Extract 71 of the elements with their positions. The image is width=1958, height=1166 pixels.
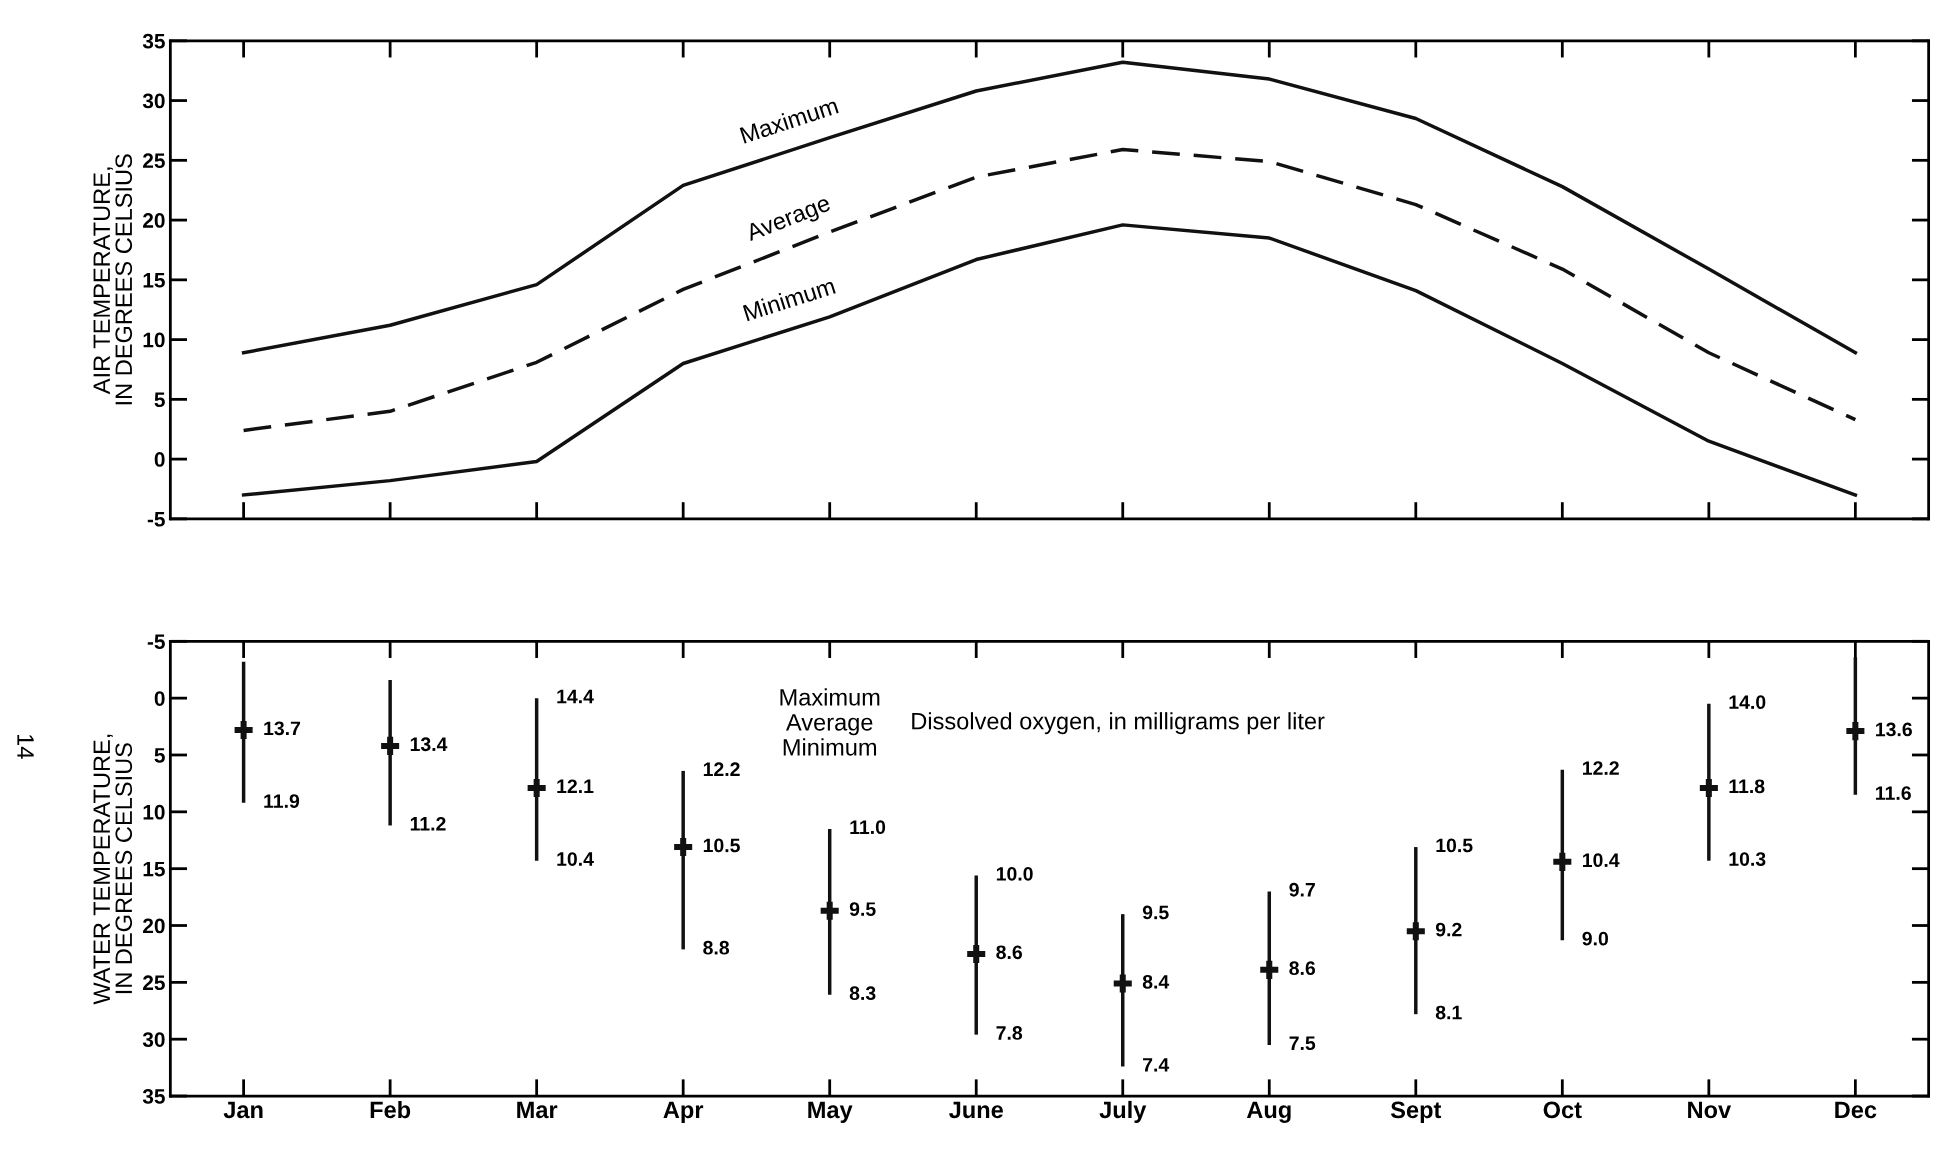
- annotation: 7.5: [1289, 1036, 1316, 1051]
- annotation: 10.0: [996, 866, 1033, 881]
- y-tick-label: 25: [143, 153, 165, 169]
- annotation: 10.3: [1729, 852, 1766, 866]
- annotation: 8.8: [703, 940, 730, 955]
- annotation: 14.4: [557, 689, 594, 704]
- y-tick-label: 15: [143, 273, 165, 288]
- annotation: 10.5: [1436, 838, 1473, 853]
- y-tick-label: -5: [147, 634, 165, 650]
- annotation: Average: [785, 714, 873, 736]
- y-tick-label: 15: [143, 861, 165, 877]
- y-tick-label: 0: [154, 452, 165, 467]
- annotation: 9.0: [1582, 931, 1608, 946]
- annotation: 13.6: [1876, 722, 1912, 737]
- x-tick-label: Sept: [1390, 1101, 1442, 1123]
- annotation: 7.4: [1143, 1058, 1170, 1072]
- annotation: 12.2: [703, 762, 740, 776]
- annotation: 8.6: [996, 945, 1022, 960]
- annotation: 8.3: [849, 986, 876, 1001]
- annotation: 11.8: [1729, 779, 1765, 794]
- x-tick-label: Mar: [517, 1101, 558, 1119]
- annotation: Maximum: [780, 688, 880, 706]
- annotation: 12.2: [1582, 761, 1619, 775]
- annotation: 8.6: [1289, 961, 1316, 976]
- annotation: 10.4: [557, 852, 594, 866]
- annotation: 10.4: [1582, 853, 1620, 868]
- x-tick-label: Aug: [1246, 1101, 1291, 1123]
- y-tick-label: 35: [142, 1089, 165, 1104]
- annotation: 14.0: [1729, 695, 1766, 710]
- annotation: 12.1: [557, 779, 594, 793]
- annotation: 7.8: [996, 1026, 1023, 1040]
- x-tick-label: Dec: [1835, 1101, 1877, 1119]
- y-tick-label: -5: [147, 512, 165, 527]
- text: 14: [17, 734, 34, 759]
- y-tick-label: 5: [154, 748, 165, 763]
- y-axis-title: AIR TEMPERATURE, IN DEGREES CELSIUS: [93, 154, 133, 405]
- y-tick-label: 20: [143, 213, 165, 228]
- x-tick-label: Feb: [370, 1100, 411, 1119]
- annotation: 11.9: [264, 794, 300, 808]
- y-tick-label: 10: [143, 332, 165, 348]
- text: Minimum: [742, 276, 836, 322]
- y-tick-label: 30: [142, 93, 165, 109]
- x-tick-label: Nov: [1688, 1101, 1732, 1119]
- annotation: Minimum: [783, 738, 877, 756]
- annotation: 9.7: [1289, 882, 1315, 897]
- annotation: 11.6: [1876, 786, 1911, 800]
- y-tick-label: 25: [143, 975, 165, 991]
- annotation: 11.2: [410, 816, 446, 831]
- x-tick-label: July: [1099, 1100, 1147, 1123]
- annotation: 13.7: [264, 721, 301, 736]
- annotation: 9.2: [1435, 922, 1462, 937]
- y-tick-label: 35: [142, 33, 165, 49]
- x-tick-label: Oct: [1543, 1101, 1582, 1119]
- x-tick-label: Apr: [663, 1101, 704, 1123]
- annotation: 9.5: [1142, 905, 1169, 920]
- x-tick-label: Jan: [223, 1101, 263, 1119]
- y-tick-label: 10: [143, 804, 165, 820]
- y-tick-label: 0: [154, 691, 165, 706]
- annotation: 8.1: [1435, 1005, 1462, 1020]
- annotation: 8.4: [1142, 974, 1170, 989]
- y-tick-label: 20: [143, 918, 165, 934]
- annotation: 10.5: [703, 838, 740, 853]
- annotation: Dissolved oxygen, in milligrams per liter: [912, 712, 1325, 735]
- annotation: 9.5: [849, 902, 876, 916]
- annotation: 11.0: [850, 820, 886, 835]
- annotation: 13.4: [410, 737, 448, 752]
- x-tick-label: May: [808, 1101, 853, 1123]
- y-axis-title: WATER TEMPERATURE, IN DEGREES CELSIUS: [93, 734, 133, 1005]
- y-tick-label: 5: [154, 392, 165, 408]
- y-tick-label: 30: [142, 1032, 165, 1047]
- x-tick-label: June: [949, 1101, 1003, 1119]
